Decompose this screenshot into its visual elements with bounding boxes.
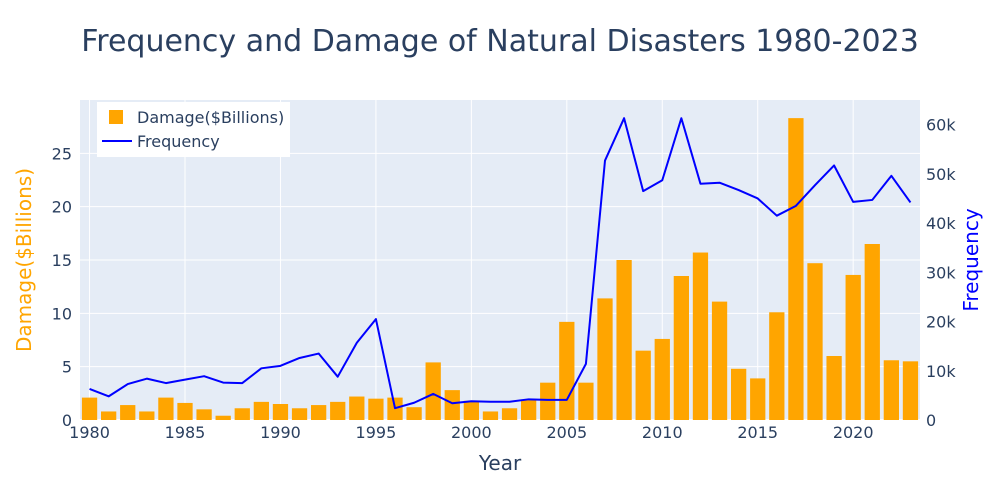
legend-swatch-damage	[109, 110, 123, 124]
bar-damage-2022[interactable]	[883, 360, 899, 420]
bar-damage-2018[interactable]	[807, 263, 823, 420]
y-left-tick-label: 15	[52, 251, 72, 270]
bar-damage-2007[interactable]	[597, 298, 613, 420]
bar-damage-2004[interactable]	[540, 382, 556, 420]
bar-damage-1986[interactable]	[196, 409, 212, 420]
x-tick-label: 2010	[642, 423, 683, 442]
y-right-tick-label: 40k	[926, 214, 956, 233]
x-tick-label: 2015	[737, 423, 778, 442]
bar-damage-2016[interactable]	[769, 312, 785, 420]
y-right-tick-label: 20k	[926, 313, 956, 332]
x-tick-label: 1990	[260, 423, 301, 442]
x-tick-label: 2000	[451, 423, 492, 442]
bar-damage-2015[interactable]	[750, 378, 766, 420]
x-axis-ticks: 1980 1985 1990 1995 2000 2005 2010 2015 2020	[69, 423, 873, 442]
y-right-tick-label: 50k	[926, 165, 956, 184]
y-left-tick-label: 0	[62, 411, 72, 430]
bar-damage-1992[interactable]	[311, 405, 327, 420]
x-tick-label: 1995	[356, 423, 397, 442]
bar-damage-2010[interactable]	[654, 338, 670, 420]
y-right-tick-label: 10k	[926, 362, 956, 381]
bar-damage-1983[interactable]	[139, 411, 155, 420]
bar-damage-2000[interactable]	[463, 400, 479, 420]
bar-damage-2008[interactable]	[616, 260, 632, 420]
bar-damage-2011[interactable]	[673, 276, 689, 420]
bar-damage-1994[interactable]	[349, 396, 365, 420]
bar-damage-1990[interactable]	[272, 404, 289, 420]
bar-damage-2013[interactable]	[711, 301, 728, 420]
y-left-axis-title: Damage($Billions)	[12, 168, 36, 352]
bar-damage-1980[interactable]	[81, 397, 98, 420]
y-right-axis-title: Frequency	[959, 208, 983, 311]
y-right-tick-label: 30k	[926, 263, 956, 282]
legend-item-frequency[interactable]: Frequency	[102, 132, 220, 151]
bar-damage-2021[interactable]	[864, 244, 880, 420]
bar-damage-1988[interactable]	[234, 408, 250, 420]
bar-damage-2019[interactable]	[826, 356, 842, 420]
bar-damage-2023[interactable]	[902, 361, 919, 420]
bar-damage-2020[interactable]	[845, 274, 861, 420]
y-left-axis-ticks: 0 5 10 15 20 25	[52, 144, 72, 430]
legend-box	[97, 102, 290, 157]
bar-damage-1981[interactable]	[101, 411, 117, 420]
bar-damage-1987[interactable]	[215, 415, 231, 420]
frequency-line-group	[89, 117, 912, 410]
bar-damage-2006[interactable]	[578, 382, 594, 420]
bar-damage-2005[interactable]	[559, 321, 575, 420]
bar-damage-1999[interactable]	[444, 390, 460, 420]
bar-damage-1991[interactable]	[291, 408, 308, 420]
bar-damage-1982[interactable]	[120, 405, 136, 420]
bar-damage-1995[interactable]	[368, 398, 384, 420]
bar-damage-2002[interactable]	[501, 408, 518, 420]
x-tick-label: 2020	[833, 423, 874, 442]
legend-label-frequency: Frequency	[137, 132, 220, 151]
bar-damage-1997[interactable]	[406, 407, 422, 420]
y-left-tick-label: 5	[62, 358, 72, 377]
bar-damage-1993[interactable]	[330, 401, 346, 420]
bar-damage-2014[interactable]	[731, 368, 747, 420]
bar-damage-2003[interactable]	[521, 399, 537, 420]
frequency-line[interactable]	[89, 117, 912, 410]
bar-damage-2012[interactable]	[692, 252, 709, 420]
bar-damage-2001[interactable]	[482, 411, 499, 420]
x-tick-label: 1985	[165, 423, 206, 442]
y-left-tick-label: 25	[52, 144, 72, 163]
legend: Damage($Billions) Frequency	[97, 102, 290, 157]
x-tick-label: 1980	[69, 423, 110, 442]
chart-title: Frequency and Damage of Natural Disaster…	[81, 24, 919, 59]
y-left-tick-label: 20	[52, 198, 72, 217]
legend-label-damage: Damage($Billions)	[137, 108, 284, 127]
x-axis-title: Year	[478, 451, 522, 475]
bar-damage-1984[interactable]	[158, 397, 174, 420]
y-right-axis-ticks: 0 10k 20k 30k 40k 50k 60k	[926, 116, 956, 430]
y-right-tick-label: 60k	[926, 116, 956, 135]
bar-damage-1989[interactable]	[253, 401, 269, 420]
bar-damage-2009[interactable]	[635, 350, 651, 420]
y-right-tick-label: 0	[926, 411, 936, 430]
bar-damage-1985[interactable]	[177, 402, 193, 420]
bar-damage-2017[interactable]	[788, 118, 804, 420]
y-left-tick-label: 10	[52, 304, 72, 323]
damage-bars	[81, 118, 919, 420]
legend-item-damage[interactable]: Damage($Billions)	[109, 108, 284, 127]
bar-damage-1998[interactable]	[425, 362, 441, 420]
x-tick-label: 2005	[546, 423, 587, 442]
